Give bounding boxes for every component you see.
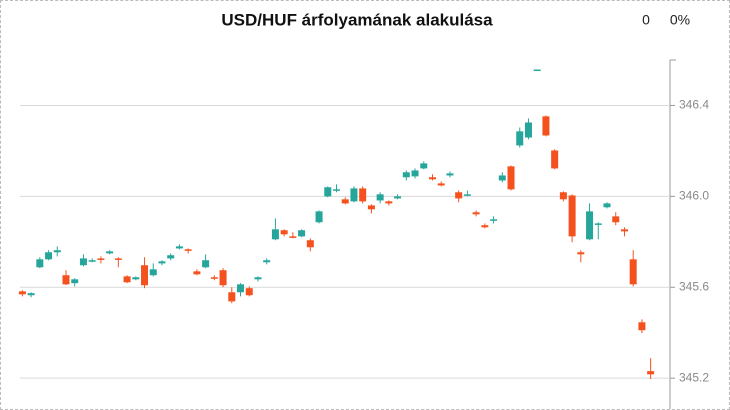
candle-body (149, 269, 157, 276)
candle-body (411, 170, 419, 177)
candle-body (359, 188, 367, 202)
candle-body (481, 225, 489, 228)
candle-body (106, 251, 114, 254)
candle-body (315, 211, 323, 223)
candle-body (603, 203, 611, 208)
candle-body (298, 230, 306, 237)
candle-body (53, 250, 61, 253)
candle-body (71, 279, 79, 284)
candle-body (341, 199, 349, 204)
candle-body (45, 252, 53, 260)
candle-body (324, 187, 332, 197)
candle-body (88, 260, 96, 262)
candle-body (167, 255, 175, 259)
candle-body (210, 277, 218, 279)
candle-body (306, 240, 314, 248)
candle-body (254, 277, 262, 280)
candle-body (27, 293, 35, 296)
y-tick-label: 345.6 (679, 279, 709, 293)
candle-body (612, 216, 620, 223)
candle-body (385, 201, 393, 204)
y-tick-label: 346.4 (679, 98, 709, 112)
candle-body (175, 246, 183, 249)
candle-body (455, 192, 463, 199)
candle-body (559, 192, 567, 200)
candle-body (184, 249, 192, 251)
candle-body (490, 219, 498, 221)
candle-body (79, 258, 87, 266)
candle-body (36, 259, 44, 268)
candle-body (402, 172, 410, 178)
candle-body (577, 252, 585, 255)
candle-body (620, 229, 628, 232)
candle-body (542, 116, 550, 136)
candle-body (289, 236, 297, 238)
candle-body (202, 260, 210, 268)
candle-body (516, 131, 524, 146)
candle-body (647, 371, 655, 375)
candle-body (97, 258, 105, 260)
candle-body (376, 194, 384, 201)
candle-body (463, 194, 471, 196)
candle-body (437, 183, 445, 186)
change-percent: 0% (670, 12, 690, 28)
candle-body (237, 284, 245, 293)
candle-body (114, 258, 122, 260)
candle-body (18, 291, 26, 295)
y-tick-label: 346.0 (679, 189, 709, 203)
candle-body (551, 150, 559, 169)
candle-body (123, 276, 131, 283)
candle-body (333, 189, 340, 191)
candle-body (629, 259, 637, 285)
candle-body (141, 265, 149, 286)
candle-body (420, 163, 428, 169)
candle-body (228, 292, 236, 302)
candle-body (245, 288, 253, 296)
candle-body (271, 229, 279, 240)
candle-body (394, 196, 402, 199)
candle-body (280, 230, 288, 235)
candle-body (638, 322, 646, 331)
candle-body (428, 177, 436, 180)
candle-body (263, 260, 271, 263)
candle-body (193, 271, 201, 275)
candle-body (367, 205, 375, 210)
candle-body (524, 122, 532, 138)
candle-body (62, 275, 70, 285)
candle-body (568, 195, 576, 237)
candle-body (586, 211, 594, 240)
candle-body (594, 223, 602, 225)
candle-body (219, 270, 227, 286)
candle-body (350, 188, 358, 202)
candle-body (132, 277, 140, 280)
candle-body (507, 166, 515, 190)
candle-body (158, 261, 166, 264)
candle-body (472, 212, 480, 215)
change-value: 0 (642, 12, 650, 28)
candle-body (446, 173, 454, 176)
candle-body (533, 69, 541, 72)
chart-title: USD/HUF árfolyamának alakulása (221, 10, 493, 29)
candle-body (498, 175, 506, 181)
y-tick-label: 345.2 (679, 370, 709, 384)
